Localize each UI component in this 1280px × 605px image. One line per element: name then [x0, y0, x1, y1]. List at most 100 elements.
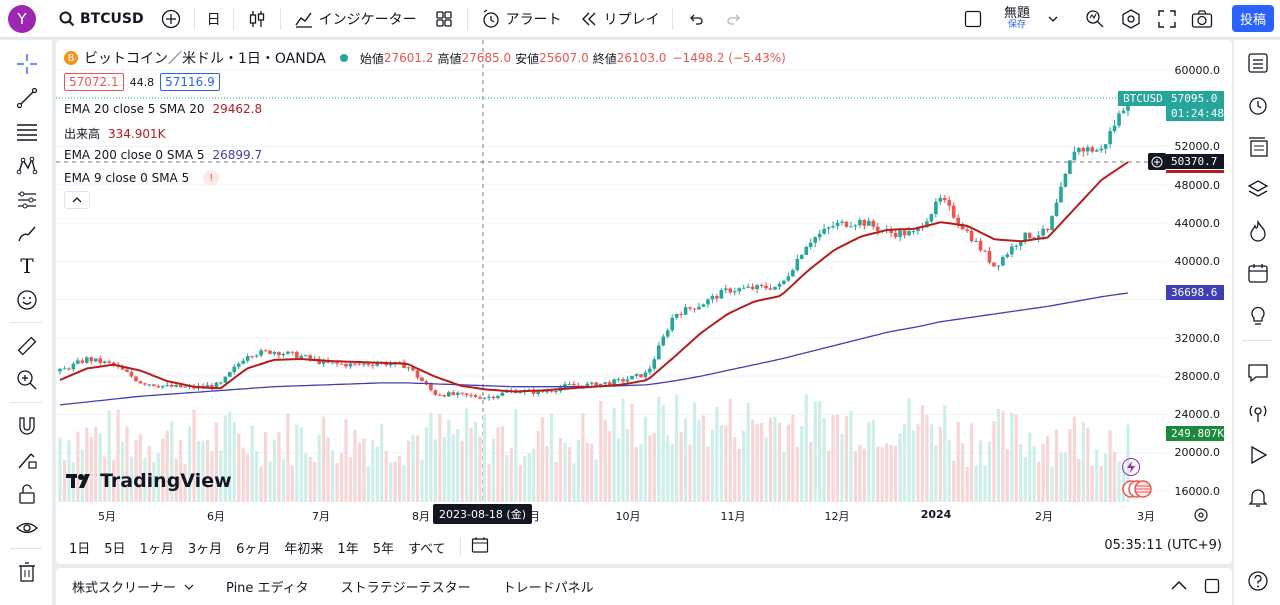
indicator-volume[interactable]: 出来高 334.901K: [64, 125, 166, 142]
sell-price-button[interactable]: 57072.1: [64, 73, 124, 91]
indicator-ema20[interactable]: EMA 20 close 5 SMA 20 29462.8: [64, 102, 262, 116]
candle-body: [1045, 228, 1050, 231]
layers-icon[interactable]: [1245, 176, 1271, 202]
date-range-calendar-icon[interactable]: [471, 536, 489, 558]
layouts-button[interactable]: [425, 0, 463, 38]
timeframe-6m[interactable]: 6ヶ月: [236, 541, 271, 557]
indicator-ema200[interactable]: EMA 200 close 0 SMA 5 26899.7: [64, 148, 262, 162]
timeframe-all[interactable]: すべて: [407, 541, 446, 557]
ideas-lightbulb-icon[interactable]: [1245, 302, 1271, 328]
candle-body: [791, 270, 795, 277]
clock-timezone[interactable]: 05:35:11 (UTC+9): [1104, 538, 1222, 553]
volume-bar: [625, 429, 630, 502]
settings-icon[interactable]: [1120, 8, 1142, 30]
indicators-button[interactable]: インジケーター: [285, 0, 425, 38]
tab-trading-panel[interactable]: トレードパネル: [502, 581, 594, 596]
timeframe-ytd[interactable]: 年初来: [284, 541, 324, 557]
timeframe-5d[interactable]: 5日: [104, 541, 126, 557]
zoom-in-icon[interactable]: [15, 368, 39, 392]
camera-icon[interactable]: [1191, 8, 1213, 30]
volume-bar: [728, 398, 732, 502]
tab-stock-screener[interactable]: 株式スクリーナー: [56, 577, 210, 596]
timeframe-3m[interactable]: 3ヶ月: [187, 541, 223, 557]
timeframe-5y[interactable]: 5年: [372, 541, 394, 557]
streams-broadcast-icon[interactable]: [1245, 400, 1271, 426]
ruler-icon[interactable]: [15, 334, 39, 358]
candle-body: [960, 223, 965, 230]
candle-body: [589, 382, 594, 384]
notifications-bell-icon[interactable]: [1245, 484, 1271, 510]
volume-bar: [85, 427, 89, 502]
smiley-icon[interactable]: [15, 288, 39, 312]
tab-pine-editor[interactable]: Pine エディタ: [226, 581, 309, 596]
layout-name-button[interactable]: 無題 保存: [1004, 6, 1030, 31]
user-avatar[interactable]: Y: [8, 4, 36, 33]
chat-icon[interactable]: [1245, 360, 1271, 386]
square-icon[interactable]: [962, 8, 984, 30]
help-icon[interactable]: [1245, 568, 1271, 594]
time-axis-settings-icon[interactable]: [1193, 507, 1209, 527]
candle-body: [183, 386, 187, 388]
hotlist-flame-icon[interactable]: [1245, 218, 1271, 244]
pattern-icon[interactable]: [15, 154, 39, 178]
add-alert-button[interactable]: [1148, 153, 1166, 170]
alert-button[interactable]: アラート: [472, 0, 570, 38]
publish-button[interactable]: 投稿: [1232, 5, 1274, 32]
fullscreen-icon[interactable]: [1156, 8, 1178, 30]
tab-strategy-tester[interactable]: ストラテジーテスター: [340, 581, 471, 596]
symbol-title[interactable]: ビットコイン／米ドル・1日・OANDA: [84, 51, 326, 67]
candle-body: [491, 396, 496, 399]
divider: [193, 7, 195, 30]
lightning-event-icon[interactable]: [1122, 458, 1140, 476]
expand-panel-icon[interactable]: [1170, 578, 1188, 596]
replay-button[interactable]: リプレイ: [570, 0, 668, 38]
volume-bar: [120, 441, 125, 502]
collapse-legend-button[interactable]: [64, 191, 90, 209]
candle-body: [254, 355, 259, 357]
price-tick: 28000.0: [1174, 370, 1221, 383]
trash-icon[interactable]: [15, 560, 39, 584]
volume-bar: [317, 434, 321, 502]
quick-search-icon[interactable]: [1084, 8, 1106, 30]
alerts-icon[interactable]: [1245, 92, 1271, 118]
text-tool-icon[interactable]: T: [20, 254, 34, 278]
redo-button[interactable]: [715, 0, 753, 38]
eye-icon[interactable]: [15, 516, 39, 540]
interval-button[interactable]: 日: [206, 11, 221, 28]
time-tick: 7月: [312, 510, 330, 523]
indicator-ema9[interactable]: EMA 9 close 0 SMA 5 !: [64, 170, 220, 186]
chart-type-button[interactable]: [238, 0, 276, 38]
trend-line-icon[interactable]: [15, 86, 39, 110]
magnet-icon[interactable]: [15, 414, 39, 438]
brush-icon[interactable]: [15, 222, 39, 246]
volume-bar: [1063, 452, 1068, 502]
symbol-search[interactable]: BTCUSD: [48, 0, 152, 38]
maximize-panel-icon[interactable]: [1204, 578, 1220, 598]
volume-bar: [608, 431, 612, 502]
timeframe-1y[interactable]: 1年: [337, 541, 359, 557]
watchlist-icon[interactable]: [1245, 50, 1271, 76]
data-window-icon[interactable]: [1245, 134, 1271, 160]
fib-retracement-icon[interactable]: [15, 120, 39, 144]
chevron-down-icon[interactable]: [1042, 8, 1064, 30]
pencil-lock-icon[interactable]: [15, 448, 39, 472]
volume-bar: [666, 435, 670, 502]
warning-icon[interactable]: !: [203, 170, 220, 186]
timeframe-1d[interactable]: 1日: [69, 541, 91, 557]
chart-pane[interactable]: B ビットコイン／米ドル・1日・OANDA 始値 27601.2 高値 27685.…: [56, 40, 1232, 564]
market-status-dot: [339, 54, 348, 62]
timeframe-1m[interactable]: 1ヶ月: [139, 541, 174, 557]
price-chart[interactable]: [56, 40, 1232, 564]
volume-bar: [840, 434, 844, 502]
candle-body: [156, 386, 161, 388]
forecast-icon[interactable]: [15, 188, 39, 212]
undo-button[interactable]: [677, 0, 715, 38]
compare-button[interactable]: [152, 0, 190, 38]
play-icon[interactable]: [1245, 442, 1271, 468]
lock-icon[interactable]: [15, 482, 39, 506]
economic-events-flags-icon[interactable]: [1122, 480, 1152, 498]
calendar-icon[interactable]: [1245, 260, 1271, 286]
buy-price-button[interactable]: 57116.9: [160, 73, 220, 91]
crosshair-icon[interactable]: [15, 52, 39, 76]
volume-bar: [911, 430, 916, 502]
